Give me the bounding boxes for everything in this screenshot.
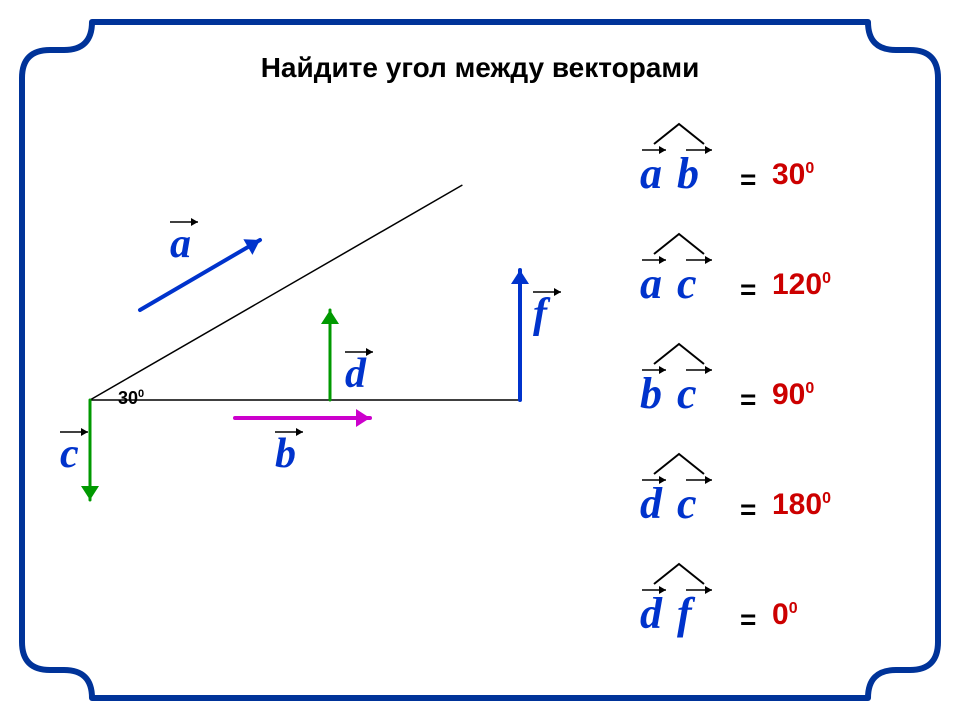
equals-sign: = — [740, 384, 756, 416]
equals-sign: = — [740, 494, 756, 526]
equals-sign: = — [740, 604, 756, 636]
answer-pair: b c — [640, 368, 699, 419]
angle-label-30: 300 — [118, 388, 144, 409]
answer-row-0: a b = 300 — [640, 140, 940, 210]
answer-pair: d c — [640, 478, 699, 529]
answer-row-4: d f = 00 — [640, 580, 940, 650]
answer-row-1: a c = 1200 — [640, 250, 940, 320]
stage: Найдите угол между векторами acdbf300 a … — [0, 0, 960, 720]
answer-value: 1800 — [772, 488, 831, 522]
answer-row-3: d c = 1800 — [640, 470, 940, 540]
answer-value: 300 — [772, 158, 814, 192]
equals-sign: = — [740, 164, 756, 196]
equals-sign: = — [740, 274, 756, 306]
answer-value: 900 — [772, 378, 814, 412]
answer-value: 00 — [772, 598, 798, 632]
answer-value: 1200 — [772, 268, 831, 302]
answer-pair: d f — [640, 588, 694, 639]
answer-pair: a c — [640, 258, 699, 309]
answer-pair: a b — [640, 148, 701, 199]
answer-row-2: b c = 900 — [640, 360, 940, 430]
